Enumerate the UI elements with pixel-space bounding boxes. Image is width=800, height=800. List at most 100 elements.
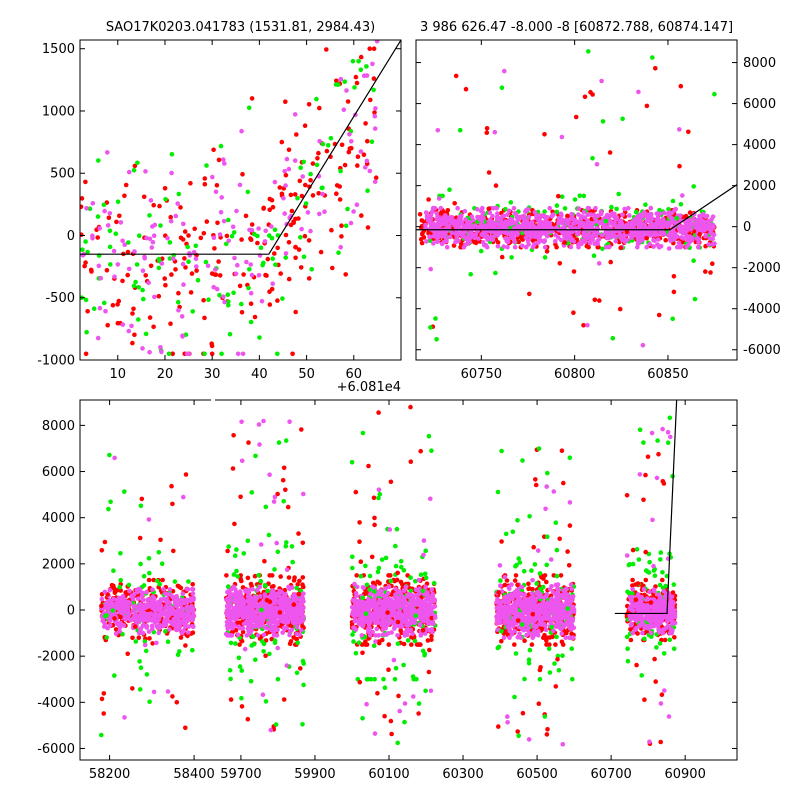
data-point-series-2 <box>427 218 432 224</box>
data-point-series-0 <box>343 272 349 277</box>
data-point-series-0 <box>316 191 322 196</box>
data-point-series-2 <box>139 604 145 609</box>
data-point-series-2 <box>286 584 291 590</box>
data-point-series-0 <box>89 269 94 274</box>
data-point-series-1 <box>172 579 178 584</box>
data-point-series-2 <box>458 226 463 232</box>
data-point-series-1 <box>398 559 404 564</box>
data-point-series-0 <box>303 182 308 188</box>
data-point-series-2 <box>588 220 594 226</box>
data-point-series-2 <box>478 208 484 214</box>
data-point-series-2 <box>118 220 124 225</box>
data-point-series-0 <box>339 142 345 148</box>
data-point-series-2 <box>668 238 674 244</box>
data-point-series-2 <box>429 587 435 592</box>
data-point-series-1 <box>401 568 407 573</box>
data-point-series-0 <box>556 193 561 199</box>
data-point-series-2 <box>564 231 570 237</box>
data-point-series-0 <box>162 186 168 191</box>
data-point-series-0 <box>298 666 303 671</box>
data-point-series-1 <box>226 299 231 305</box>
data-point-series-2 <box>211 235 217 240</box>
data-point-series-2 <box>173 626 179 631</box>
data-point-series-1 <box>280 296 285 301</box>
data-point-series-2 <box>610 234 615 239</box>
data-point-series-2 <box>587 230 592 236</box>
data-point-series-0 <box>122 193 127 199</box>
data-point-series-2 <box>214 286 220 292</box>
data-point-series-0 <box>148 263 154 269</box>
data-point-series-2 <box>554 225 560 230</box>
data-point-series-2 <box>162 610 168 615</box>
data-point-series-1 <box>356 640 362 645</box>
data-point-series-2 <box>271 617 276 622</box>
data-point-series-1 <box>423 548 429 554</box>
data-point-series-2 <box>279 603 285 609</box>
data-point-series-2 <box>120 594 126 599</box>
data-point-series-2 <box>246 607 252 612</box>
data-point-series-0 <box>189 271 195 276</box>
data-point-series-2 <box>650 224 656 229</box>
data-point-series-2 <box>348 220 354 226</box>
data-point-series-2 <box>173 213 179 219</box>
data-point-series-2 <box>240 626 246 631</box>
data-point-series-2 <box>284 663 290 668</box>
data-point-series-1 <box>290 559 296 565</box>
data-point-series-1 <box>235 574 240 579</box>
data-point-series-0 <box>365 225 371 230</box>
data-point-series-2 <box>401 588 407 593</box>
data-point-series-1 <box>251 641 257 647</box>
data-point-series-2 <box>644 218 649 224</box>
data-point-series-1 <box>183 332 189 338</box>
data-point-series-2 <box>507 219 512 224</box>
data-point-series-2 <box>97 226 102 231</box>
data-point-series-2 <box>168 218 174 224</box>
data-point-series-1 <box>107 244 113 250</box>
data-point-series-2 <box>299 226 304 232</box>
data-point-series-2 <box>506 208 512 214</box>
data-point-series-2 <box>191 250 197 255</box>
data-point-series-2 <box>188 596 194 601</box>
data-point-series-1 <box>141 573 147 579</box>
data-point-series-2 <box>210 174 215 180</box>
data-point-series-2 <box>159 349 164 355</box>
data-point-series-2 <box>447 234 453 240</box>
data-point-series-2 <box>150 239 156 245</box>
data-point-series-0 <box>417 212 423 217</box>
data-point-series-2 <box>528 234 533 240</box>
data-point-series-2 <box>240 351 246 357</box>
data-point-series-2 <box>535 225 540 230</box>
data-point-series-2 <box>463 229 468 235</box>
data-point-series-0 <box>562 240 567 245</box>
data-point-series-2 <box>269 224 274 229</box>
data-point-series-1 <box>674 216 679 221</box>
x-tick-label: 20 <box>157 367 174 382</box>
data-point-series-2 <box>130 608 136 614</box>
data-point-series-1 <box>295 195 300 201</box>
data-point-series-2 <box>644 232 649 238</box>
data-point-series-2 <box>221 218 227 224</box>
data-point-series-2 <box>607 221 613 226</box>
data-point-series-0 <box>106 215 112 221</box>
data-point-series-1 <box>298 235 303 240</box>
data-point-series-2 <box>284 567 290 573</box>
data-point-series-2 <box>513 212 519 217</box>
data-point-series-1 <box>542 255 548 260</box>
data-point-series-2 <box>145 603 150 609</box>
data-point-series-0 <box>83 260 88 265</box>
data-point-series-2 <box>250 586 255 592</box>
data-point-series-0 <box>175 583 181 589</box>
data-point-series-0 <box>398 628 404 633</box>
data-point-series-0 <box>267 302 273 307</box>
data-point-series-0 <box>279 139 285 145</box>
data-point-series-2 <box>709 231 715 237</box>
data-point-series-2 <box>504 238 510 244</box>
data-point-series-2 <box>274 598 279 603</box>
data-point-series-2 <box>701 211 706 217</box>
data-point-series-1 <box>138 561 143 567</box>
data-point-series-0 <box>186 233 191 238</box>
data-point-series-1 <box>186 259 191 265</box>
data-point-series-2 <box>275 627 280 632</box>
data-point-series-2 <box>338 244 344 250</box>
data-point-series-1 <box>135 160 140 166</box>
